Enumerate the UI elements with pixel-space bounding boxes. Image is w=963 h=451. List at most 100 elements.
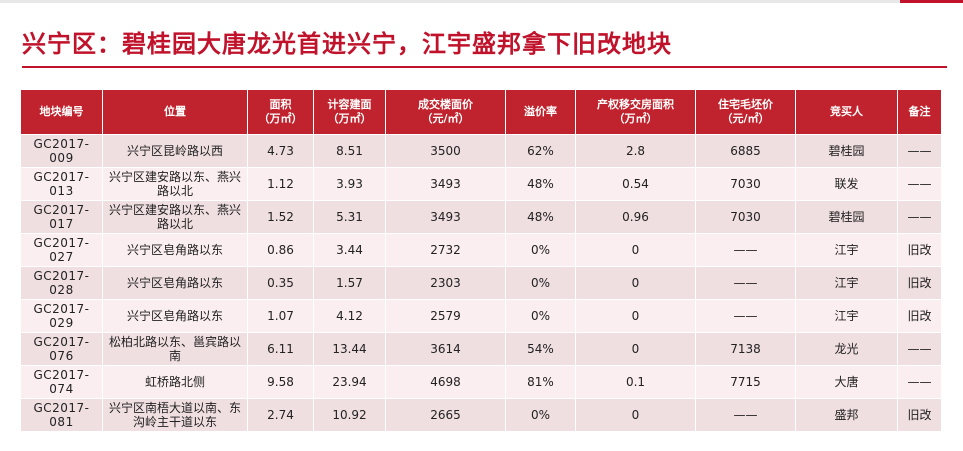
top-border-line: [0, 0, 963, 3]
cell-premium-rate: 48%: [505, 167, 576, 201]
cell-plot-code: GC2017-029: [20, 299, 103, 333]
table-row: GC2017-081 兴宁区南梧大道以南、东沟岭主干道以东 2.74 10.92 266…: [20, 398, 942, 432]
cell-area: 1.12: [247, 167, 314, 201]
header-transfer-area: 产权移交房面积 （万㎡）: [575, 89, 696, 135]
cell-gfa: 4.12: [313, 299, 386, 333]
cell-area: 0.35: [247, 266, 314, 300]
cell-note: 旧改: [897, 266, 942, 300]
cell-premium-rate: 0%: [505, 266, 576, 300]
cell-gfa: 3.93: [313, 167, 386, 201]
cell-premium-rate: 0%: [505, 398, 576, 432]
cell-plot-code: GC2017-013: [20, 167, 103, 201]
top-accent-bar: [900, 0, 963, 3]
cell-price: 2579: [385, 299, 506, 333]
cell-price: 3493: [385, 200, 506, 234]
cell-buyer: 碧桂园: [795, 200, 898, 234]
table-row: GC2017-009 兴宁区昆岭路以西 4.73 8.51 3500 62% 2.8 6885…: [20, 134, 942, 168]
cell-residential-price: ——: [695, 266, 796, 300]
cell-residential-price: 7030: [695, 200, 796, 234]
cell-buyer: 江宇: [795, 299, 898, 333]
cell-gfa: 8.51: [313, 134, 386, 168]
cell-price: 2303: [385, 266, 506, 300]
cell-price: 3500: [385, 134, 506, 168]
table-row: GC2017-017 兴宁区建安路以东、燕兴路以北 1.52 5.31 3493 48% 0…: [20, 200, 942, 234]
cell-residential-price: 6885: [695, 134, 796, 168]
cell-location: 兴宁区建安路以东、燕兴路以北: [102, 167, 248, 201]
cell-residential-price: 7030: [695, 167, 796, 201]
cell-buyer: 龙光: [795, 332, 898, 366]
cell-transfer-area: 2.8: [575, 134, 696, 168]
table-row: GC2017-027 兴宁区皂角路以东 0.86 3.44 2732 0% 0 —— 江宇 旧改: [20, 233, 942, 267]
cell-buyer: 大唐: [795, 365, 898, 399]
table-header-row: 地块编号 位置 面积 （万㎡） 计容建面 （万㎡） 成交楼面价 （元/㎡） 溢价率 产…: [20, 89, 942, 135]
cell-buyer: 江宇: [795, 266, 898, 300]
cell-price: 2732: [385, 233, 506, 267]
cell-premium-rate: 54%: [505, 332, 576, 366]
table-row: GC2017-028 兴宁区皂角路以东 0.35 1.57 2303 0% 0 —— 江宇 旧改: [20, 266, 942, 300]
cell-premium-rate: 0%: [505, 299, 576, 333]
header-location: 位置: [102, 89, 248, 135]
table-row: GC2017-029 兴宁区皂角路以东 1.07 4.12 2579 0% 0 —— 江宇 旧改: [20, 299, 942, 333]
cell-area: 0.86: [247, 233, 314, 267]
cell-buyer: 联发: [795, 167, 898, 201]
cell-location: 兴宁区建安路以东、燕兴路以北: [102, 200, 248, 234]
cell-area: 9.58: [247, 365, 314, 399]
cell-transfer-area: 0: [575, 233, 696, 267]
cell-plot-code: GC2017-009: [20, 134, 103, 168]
cell-gfa: 10.92: [313, 398, 386, 432]
header-premium: 溢价率: [505, 89, 576, 135]
cell-transfer-area: 0.54: [575, 167, 696, 201]
cell-location: 兴宁区南梧大道以南、东沟岭主干道以东: [102, 398, 248, 432]
cell-plot-code: GC2017-074: [20, 365, 103, 399]
cell-plot-code: GC2017-076: [20, 332, 103, 366]
title-underline: [22, 66, 947, 68]
cell-residential-price: ——: [695, 299, 796, 333]
cell-plot-code: GC2017-017: [20, 200, 103, 234]
cell-location: 兴宁区皂角路以东: [102, 266, 248, 300]
cell-note: 旧改: [897, 398, 942, 432]
cell-location: 虹桥路北侧: [102, 365, 248, 399]
cell-area: 1.07: [247, 299, 314, 333]
cell-note: ——: [897, 200, 942, 234]
cell-area: 4.73: [247, 134, 314, 168]
cell-gfa: 13.44: [313, 332, 386, 366]
cell-area: 1.52: [247, 200, 314, 234]
cell-premium-rate: 48%: [505, 200, 576, 234]
cell-note: 旧改: [897, 299, 942, 333]
header-note: 备注: [897, 89, 942, 135]
cell-plot-code: GC2017-081: [20, 398, 103, 432]
header-plot-code: 地块编号: [20, 89, 103, 135]
cell-location: 兴宁区昆岭路以西: [102, 134, 248, 168]
cell-transfer-area: 0.1: [575, 365, 696, 399]
cell-transfer-area: 0: [575, 266, 696, 300]
cell-note: ——: [897, 167, 942, 201]
header-area: 面积 （万㎡）: [247, 89, 314, 135]
cell-location: 兴宁区皂角路以东: [102, 233, 248, 267]
cell-gfa: 5.31: [313, 200, 386, 234]
cell-buyer: 碧桂园: [795, 134, 898, 168]
cell-transfer-area: 0.96: [575, 200, 696, 234]
cell-transfer-area: 0: [575, 398, 696, 432]
cell-price: 2665: [385, 398, 506, 432]
cell-note: ——: [897, 134, 942, 168]
cell-residential-price: ——: [695, 398, 796, 432]
cell-residential-price: 7715: [695, 365, 796, 399]
cell-area: 2.74: [247, 398, 314, 432]
cell-transfer-area: 0: [575, 299, 696, 333]
header-residential-price: 住宅毛坯价 （元/㎡）: [695, 89, 796, 135]
cell-area: 6.11: [247, 332, 314, 366]
cell-note: 旧改: [897, 233, 942, 267]
header-gfa: 计容建面 （万㎡）: [313, 89, 386, 135]
cell-plot-code: GC2017-028: [20, 266, 103, 300]
table-row: GC2017-076 松柏北路以东、邕宾路以南 6.11 13.44 3614 54% 0 7…: [20, 332, 942, 366]
cell-gfa: 3.44: [313, 233, 386, 267]
header-price: 成交楼面价 （元/㎡）: [385, 89, 506, 135]
cell-buyer: 盛邦: [795, 398, 898, 432]
cell-location: 兴宁区皂角路以东: [102, 299, 248, 333]
cell-location: 松柏北路以东、邕宾路以南: [102, 332, 248, 366]
cell-gfa: 1.57: [313, 266, 386, 300]
cell-gfa: 23.94: [313, 365, 386, 399]
cell-price: 3614: [385, 332, 506, 366]
cell-note: ——: [897, 365, 942, 399]
cell-buyer: 江宇: [795, 233, 898, 267]
